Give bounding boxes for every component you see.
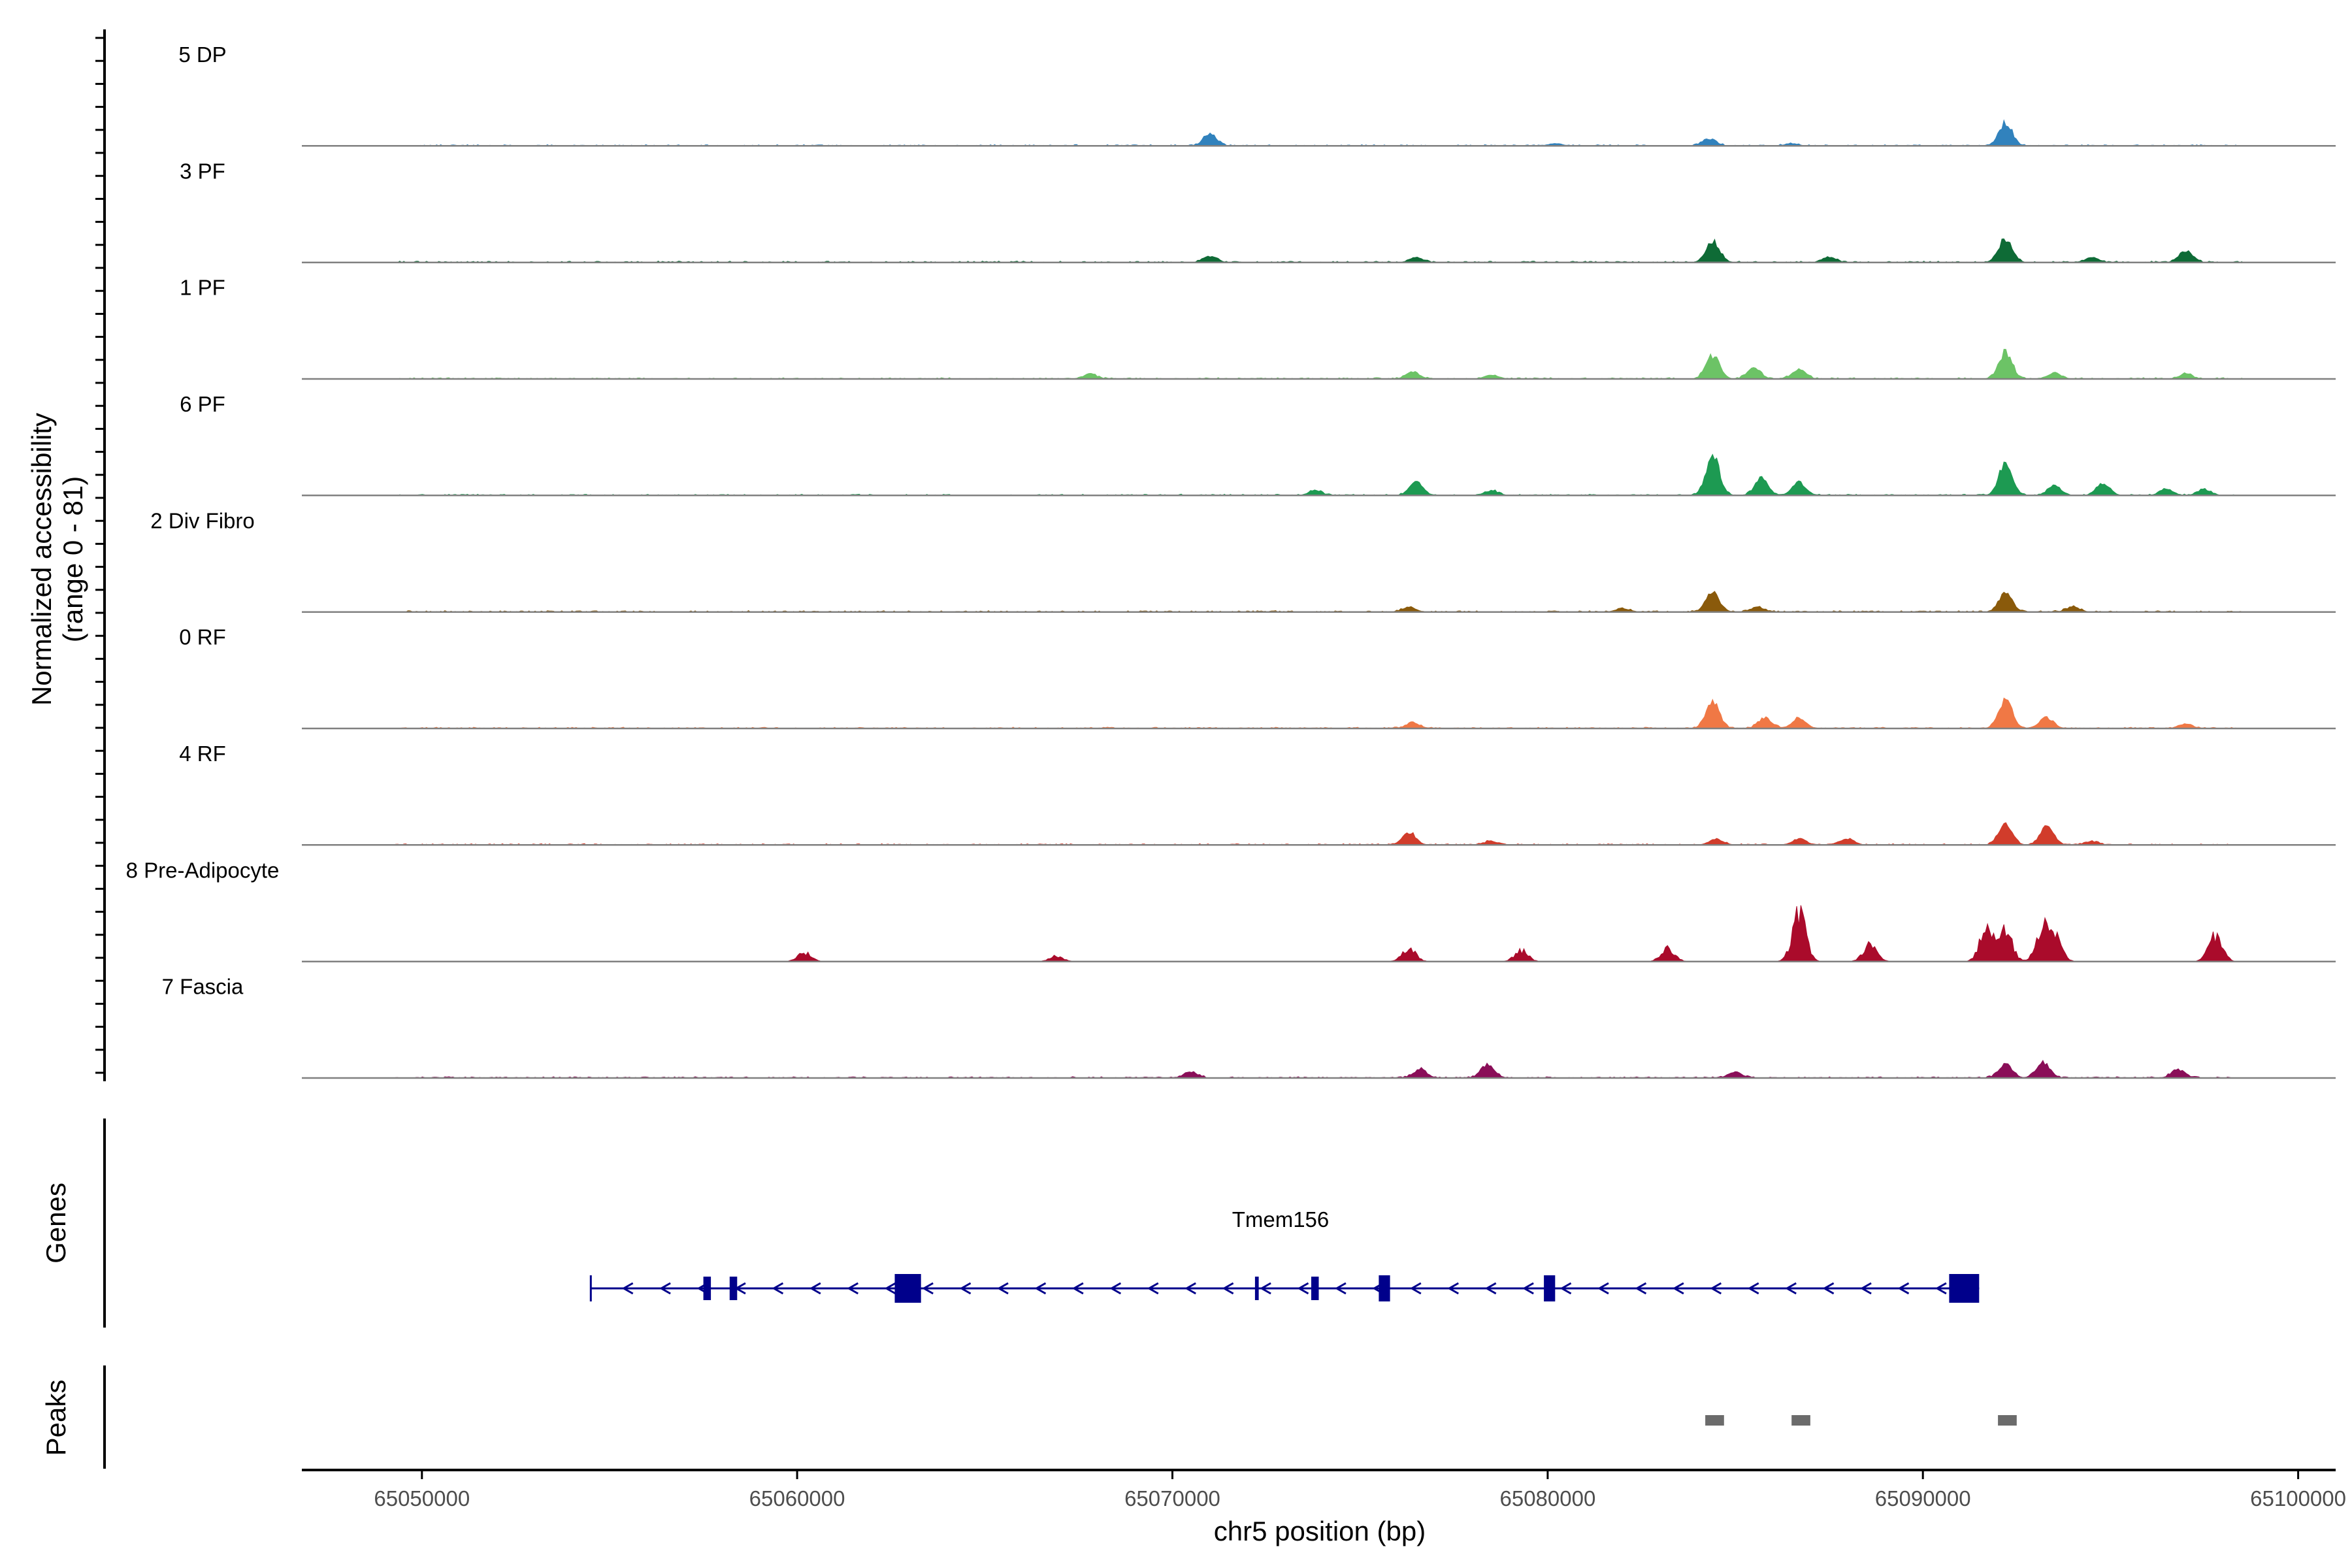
accessibility-panel: Normalized accessibility (range 0 - 81) … — [26, 29, 2336, 1081]
track-label: 4 RF — [179, 742, 226, 766]
track-2: 1 PF — [180, 276, 2336, 380]
strand-arrow — [1935, 1282, 1947, 1295]
coverage-area — [395, 1060, 2242, 1079]
peak-region — [1998, 1415, 2017, 1426]
track-5: 0 RF — [179, 625, 2336, 730]
strand-arrow — [809, 1282, 821, 1295]
coverage-area — [395, 453, 2242, 496]
x-tick-label: 65050000 — [374, 1486, 470, 1511]
strand-arrow — [1597, 1282, 1609, 1295]
peak-region — [1705, 1415, 1724, 1426]
strand-arrow — [1747, 1282, 1759, 1295]
strand-arrow — [1034, 1282, 1047, 1295]
coverage-area — [395, 119, 2242, 146]
y-axis-title-line1: Normalized accessibility — [26, 413, 57, 706]
gene-exon — [703, 1277, 711, 1300]
x-axis: 65050000 65060000 65070000 65080000 65090000… — [302, 1469, 2346, 1546]
track-label: 1 PF — [180, 276, 225, 300]
track-0: 5 DP — [178, 42, 2336, 147]
strand-arrow — [922, 1282, 934, 1295]
gene-exon — [729, 1277, 738, 1300]
strand-arrow — [884, 1282, 896, 1295]
x-tick-label: 65060000 — [749, 1486, 845, 1511]
x-tick-label: 65080000 — [1499, 1486, 1595, 1511]
track-6: 4 RF — [179, 742, 2336, 846]
track-label: 5 DP — [178, 42, 226, 67]
gene-exon — [1254, 1277, 1259, 1300]
track-label: 0 RF — [179, 625, 226, 649]
strand-arrow — [1484, 1282, 1497, 1295]
track-7: 8 Pre-Adipocyte — [126, 858, 2336, 962]
peak-region — [1791, 1415, 1810, 1426]
strand-arrow — [1447, 1282, 1460, 1295]
coverage-area — [395, 238, 2242, 263]
strand-arrow — [1635, 1282, 1647, 1295]
strand-arrow — [1822, 1282, 1835, 1295]
gene-exon — [1544, 1275, 1556, 1301]
strand-arrow — [1560, 1282, 1572, 1295]
gene-exon — [1311, 1277, 1319, 1300]
track-label: 2 Div Fibro — [150, 508, 255, 532]
genes-panel-label: Genes — [41, 1183, 71, 1264]
strand-arrow — [997, 1282, 1009, 1295]
strand-arrow — [621, 1282, 634, 1295]
strand-arrow — [659, 1282, 671, 1295]
coverage-area — [395, 822, 2242, 845]
x-axis-title: chr5 position (bp) — [1214, 1516, 1426, 1546]
track-label: 3 PF — [180, 159, 225, 183]
peak-regions — [1705, 1415, 2017, 1426]
strand-arrow — [1522, 1282, 1534, 1295]
strand-arrow — [1147, 1282, 1159, 1295]
peaks-panel: Peaks — [41, 1365, 2017, 1469]
strand-arrow — [1785, 1282, 1797, 1295]
x-tick-label: 65070000 — [1124, 1486, 1220, 1511]
strand-arrow — [1109, 1282, 1122, 1295]
strand-arrow — [959, 1282, 972, 1295]
strand-arrow — [1184, 1282, 1196, 1295]
coverage-area — [395, 905, 2242, 962]
gene-name-label: Tmem156 — [1232, 1207, 1330, 1232]
coverage-area — [395, 348, 2242, 380]
coverage-area — [395, 591, 2242, 613]
peaks-panel-label: Peaks — [41, 1380, 71, 1456]
strand-arrow — [1409, 1282, 1422, 1295]
gene-exon — [894, 1274, 921, 1303]
gene-exon — [1949, 1274, 1980, 1303]
coverage-tracks: 5 DP 3 PF 1 PF 6 PF 2 Div Fibro 0 RF 4 RF 8 Pre… — [126, 42, 2336, 1079]
y-axis-title-line2: (range 0 - 81) — [57, 476, 88, 642]
track-3: 6 PF — [180, 392, 2336, 497]
coverage-area — [395, 697, 2242, 729]
x-tick-label: 65090000 — [1875, 1486, 1971, 1511]
strand-arrow — [1260, 1282, 1271, 1295]
track-1: 3 PF — [180, 159, 2336, 263]
track-8: 7 Fascia — [162, 975, 2336, 1079]
strand-arrow — [1860, 1282, 1872, 1295]
strand-arrow — [1071, 1282, 1084, 1295]
gene-exon — [1379, 1275, 1390, 1301]
strand-arrow — [1672, 1282, 1684, 1295]
strand-arrow — [1334, 1282, 1347, 1295]
strand-arrow — [847, 1282, 859, 1295]
strand-arrow — [1897, 1282, 1910, 1295]
strand-arrow — [772, 1282, 784, 1295]
y-axis-ticks — [95, 37, 105, 1074]
track-label: 6 PF — [180, 392, 225, 416]
strand-arrow — [1297, 1282, 1309, 1295]
strand-arrow — [1710, 1282, 1722, 1295]
track-label: 7 Fascia — [162, 975, 244, 999]
x-axis-ticks: 65050000 65060000 65070000 65080000 65090000… — [374, 1470, 2346, 1511]
strand-arrow — [1222, 1282, 1234, 1295]
genes-panel: Genes Tmem156 — [41, 1119, 1980, 1328]
gene-model — [589, 1274, 1980, 1303]
x-tick-label: 65100000 — [2250, 1486, 2346, 1511]
track-label: 8 Pre-Adipocyte — [126, 858, 280, 882]
track-4: 2 Div Fibro — [150, 508, 2336, 613]
